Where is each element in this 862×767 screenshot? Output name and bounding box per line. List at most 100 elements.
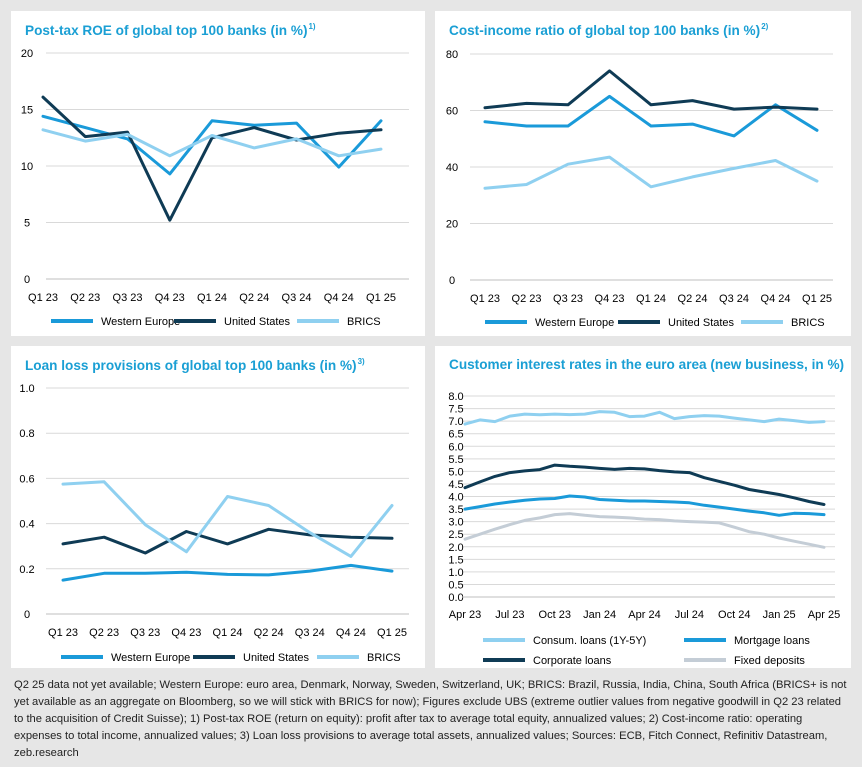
rates-series-consum-loans-1y-5y xyxy=(463,410,826,426)
roe-xtick-label: Q1 23 xyxy=(28,292,58,304)
roe-ytick-label: 5 xyxy=(24,218,30,230)
llp-chart-svg: 0 0.2 0.4 0.6 0.8 1.0 Q1 23 Q2 23 Q3 23 Q4 23 Q1 2… xyxy=(19,383,409,664)
rates-ytick-label: 5.0 xyxy=(448,466,463,478)
rates-ytick-label: 0.0 xyxy=(448,592,463,604)
roe-legend-label-united-states: United States xyxy=(224,316,291,328)
cir-series-brics xyxy=(483,155,819,190)
llp-chart-panel: Loan loss provisions of global top 100 b… xyxy=(11,346,425,668)
roe-chart-svg: 0 5 10 15 20 Q1 23 Q2 23 Q3 23 Q4 23 Q1 24 Q2 24 Q3… xyxy=(21,48,409,328)
roe-ytick-label: 20 xyxy=(21,48,33,60)
rates-ytick-label: 6.0 xyxy=(448,441,463,453)
llp-legend-label-brics: BRICS xyxy=(367,652,401,664)
rates-title-text: Customer interest rates in the euro area… xyxy=(449,357,845,372)
llp-series-western-europe xyxy=(61,563,394,582)
rates-ytick-label: 7.5 xyxy=(448,404,463,416)
cir-xtick-label: Q2 24 xyxy=(678,293,708,305)
rates-chart-svg: 0.00.51.01.52.02.53.03.54.04.55.05.56.06… xyxy=(448,391,840,667)
cir-xtick-label: Q1 24 xyxy=(636,293,666,305)
cir-chart-title: Cost-income ratio of global top 100 bank… xyxy=(449,22,768,38)
llp-series-united-states xyxy=(61,527,394,555)
rates-ytick-label: 1.5 xyxy=(448,554,463,566)
rates-ytick-label: 6.5 xyxy=(448,429,463,441)
rates-series-fixed-deposits xyxy=(463,512,826,549)
llp-series-brics xyxy=(61,480,394,558)
cir-ytick-label: 60 xyxy=(446,106,458,118)
rates-ytick-label: 2.0 xyxy=(448,542,463,554)
cir-ytick-label: 0 xyxy=(449,275,455,287)
llp-title-footnote-mark: 3) xyxy=(357,357,365,366)
llp-ytick-label: 0.2 xyxy=(19,564,34,576)
roe-xtick-label: Q1 25 xyxy=(366,292,396,304)
llp-xtick-label: Q2 23 xyxy=(89,627,119,639)
cir-legend-label-united-states: United States xyxy=(668,317,735,329)
rates-legend-label-corporate-loans: Corporate loans xyxy=(533,655,612,667)
rates-ytick-label: 4.0 xyxy=(448,492,463,504)
llp-ytick-label: 0.8 xyxy=(19,428,34,440)
rates-ytick-label: 7.0 xyxy=(448,416,463,428)
rates-xtick-label: Apr 25 xyxy=(808,609,840,621)
llp-xtick-label: Q1 23 xyxy=(48,627,78,639)
rates-legend-label-mortgage-loans: Mortgage loans xyxy=(734,635,810,647)
cir-ytick-label: 40 xyxy=(446,162,458,174)
rates-chart-panel: Customer interest rates in the euro area… xyxy=(435,346,851,668)
cir-chart-panel: Cost-income ratio of global top 100 bank… xyxy=(435,11,851,336)
roe-xtick-label: Q3 24 xyxy=(282,292,312,304)
roe-xtick-label: Q4 23 xyxy=(155,292,185,304)
cir-title-text: Cost-income ratio of global top 100 bank… xyxy=(449,23,761,38)
cir-ytick-label: 20 xyxy=(446,219,458,231)
llp-ytick-label: 1.0 xyxy=(19,383,34,395)
roe-xtick-label: Q4 24 xyxy=(324,292,354,304)
cir-xtick-label: Q1 23 xyxy=(470,293,500,305)
roe-series-united-states xyxy=(41,95,383,222)
footnote-text: Q2 25 data not yet available; Western Eu… xyxy=(14,679,847,759)
cir-chart-svg: 0 20 40 60 80 Q1 23 Q2 23 Q3 23 Q4 23 Q1 24 Q2 24 Q… xyxy=(446,49,833,329)
llp-xtick-label: Q1 25 xyxy=(377,627,407,639)
rates-ytick-label: 8.0 xyxy=(448,391,463,403)
roe-chart-title: Post-tax ROE of global top 100 banks (in… xyxy=(25,22,316,38)
rates-xtick-label: Oct 23 xyxy=(539,609,571,621)
rates-xtick-label: Jan 25 xyxy=(763,609,796,621)
cir-legend-label-brics: BRICS xyxy=(791,317,825,329)
roe-xtick-label: Q2 24 xyxy=(239,292,269,304)
llp-title-text: Loan loss provisions of global top 100 b… xyxy=(25,358,357,373)
rates-ytick-label: 2.5 xyxy=(448,529,463,541)
cir-title-footnote-mark: 2) xyxy=(761,22,769,31)
roe-ytick-label: 15 xyxy=(21,105,33,117)
rates-ytick-label: 3.5 xyxy=(448,504,463,516)
llp-ytick-label: 0 xyxy=(24,609,30,621)
roe-chart-panel: Post-tax ROE of global top 100 banks (in… xyxy=(11,11,425,336)
llp-xtick-label: Q2 24 xyxy=(254,627,284,639)
roe-xtick-label: Q1 24 xyxy=(197,292,227,304)
rates-series-mortgage-loans xyxy=(463,494,826,517)
roe-ytick-label: 0 xyxy=(24,274,30,286)
rates-chart-title: Customer interest rates in the euro area… xyxy=(449,357,844,372)
rates-ytick-label: 0.5 xyxy=(448,579,463,591)
llp-legend-label-united-states: United States xyxy=(243,652,310,664)
rates-xtick-label: Oct 24 xyxy=(718,609,750,621)
rates-xtick-label: Jan 24 xyxy=(583,609,616,621)
cir-xtick-label: Q1 25 xyxy=(802,293,832,305)
llp-xtick-label: Q3 23 xyxy=(130,627,160,639)
cir-series-united-states xyxy=(483,69,819,111)
rates-ytick-label: 4.5 xyxy=(448,479,463,491)
cir-ytick-label: 80 xyxy=(446,49,458,61)
roe-title-text: Post-tax ROE of global top 100 banks (in… xyxy=(25,23,308,38)
rates-xtick-label: Apr 24 xyxy=(628,609,660,621)
cir-legend-label-western-europe: Western Europe xyxy=(535,317,614,329)
rates-legend-label-consum-loans-1y-5y: Consum. loans (1Y-5Y) xyxy=(533,635,646,647)
rates-xtick-label: Jul 23 xyxy=(495,609,524,621)
llp-xtick-label: Q3 24 xyxy=(295,627,325,639)
cir-xtick-label: Q4 24 xyxy=(761,293,791,305)
roe-series-western-europe xyxy=(41,114,383,176)
cir-xtick-label: Q3 24 xyxy=(719,293,749,305)
roe-xtick-label: Q3 23 xyxy=(113,292,143,304)
rates-xtick-label: Apr 23 xyxy=(449,609,481,621)
rates-xtick-label: Jul 24 xyxy=(675,609,704,621)
cir-series-western-europe xyxy=(483,94,819,138)
llp-ytick-label: 0.6 xyxy=(19,473,34,485)
roe-xtick-label: Q2 23 xyxy=(70,292,100,304)
llp-xtick-label: Q4 23 xyxy=(171,627,201,639)
cir-xtick-label: Q4 23 xyxy=(595,293,625,305)
rates-ytick-label: 3.0 xyxy=(448,517,463,529)
rates-ytick-label: 1.0 xyxy=(448,567,463,579)
